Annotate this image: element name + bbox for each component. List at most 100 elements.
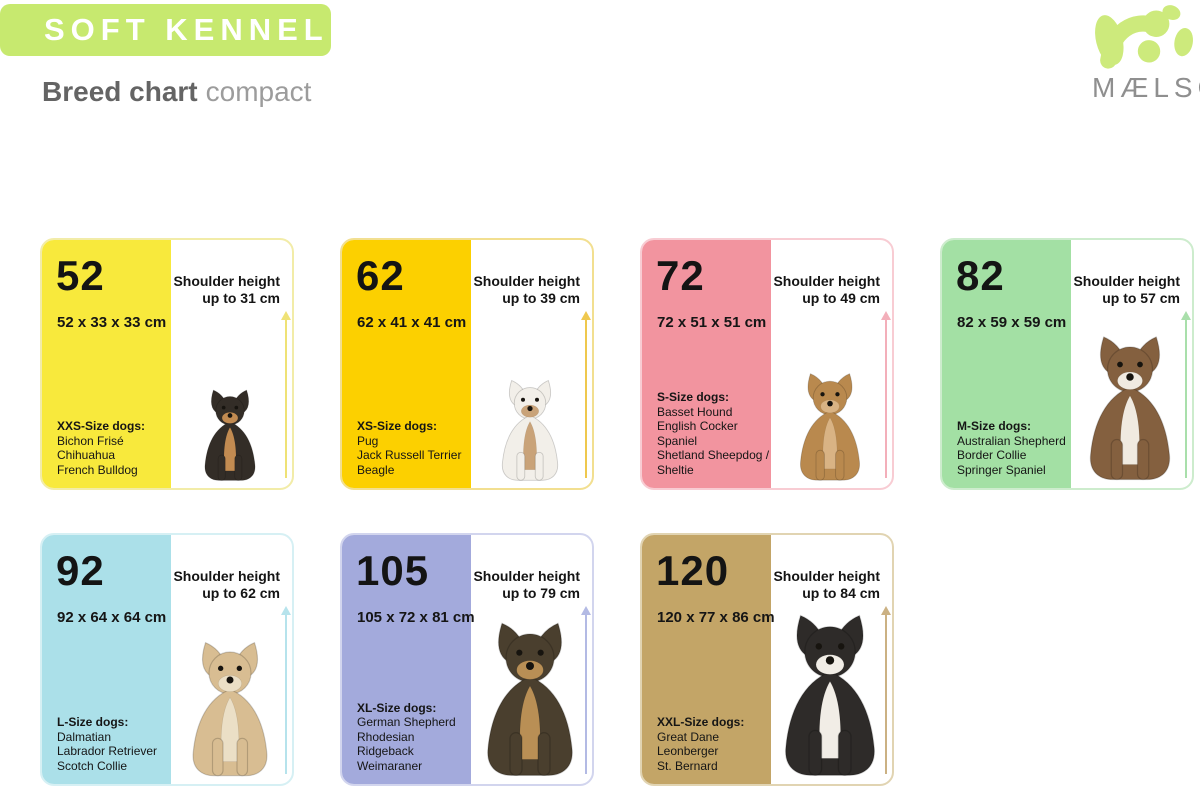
breed-name: Jack Russell Terrier [357,448,462,462]
breed-name: Springer Spaniel [957,462,1046,477]
kennel-size-number: 92 [56,547,105,594]
breed-name: Border Collie [957,448,1027,462]
chihuahua-dog-image [204,389,255,481]
color-panel: 105 105 x 72 x 81 cm XL-Size dogs: Germa… [342,535,475,784]
title-main: Breed chart [42,76,198,107]
height-arrow-icon [581,311,591,478]
breed-list: XXL-Size dogs: Great Dane Leonberger St.… [657,715,744,773]
shoulder-line: Shoulder height [773,273,880,289]
kennel-dimensions: 52 x 33 x 33 cm [57,314,167,331]
shoulder-line: up to 84 cm [802,585,880,601]
breed-list: S-Size dogs: Basset Hound English Cocker… [657,390,771,477]
kennel-dimensions: 120 x 77 x 86 cm [657,609,775,626]
height-arrow-icon [581,606,591,774]
kennel-size-number: 82 [956,252,1005,299]
breed-name: Dalmatian [57,729,112,744]
shoulder-height-label: Shoulder height up to 49 cm [773,273,880,307]
breed-name: Chihuahua [57,448,116,462]
height-arrow-icon [281,606,291,774]
breed-name: Shetland Sheepdog / [657,448,770,462]
size-label: M-Size dogs: [957,419,1031,433]
shoulder-line: Shoulder height [473,568,580,584]
color-panel: 72 72 x 51 x 51 cm S-Size dogs: Basset H… [642,240,771,488]
height-arrow-icon [881,311,891,478]
labrador-retriever-dog-image [192,641,267,777]
color-panel: 92 92 x 64 x 64 cm L-Size dogs: Dalmatia… [42,535,171,784]
breed-list: M-Size dogs: Australian Shepherd Border … [957,419,1066,477]
shoulder-height-label: Shoulder height up to 31 cm [173,273,280,307]
size-card-120: 120 120 x 77 x 86 cm XXL-Size dogs: Grea… [640,533,894,786]
shoulder-line: Shoulder height [473,273,580,289]
breed-list: XL-Size dogs: German Shepherd Rhodesian … [357,701,471,774]
title-variant: compact [205,76,312,107]
shoulder-line: up to 79 cm [502,585,580,601]
breed-name: Bichon Frisé [57,433,124,448]
shoulder-line: up to 39 cm [502,290,580,306]
shoulder-line: up to 31 cm [202,290,280,306]
shoulder-height-label: Shoulder height up to 84 cm [773,568,880,602]
kennel-size-number: 105 [356,547,430,594]
shoulder-height-label: Shoulder height up to 57 cm [1073,273,1180,307]
size-label: L-Size dogs: [57,715,129,729]
size-label: S-Size dogs: [657,390,730,404]
breed-name: Pug [357,433,379,448]
shoulder-line: Shoulder height [773,568,880,584]
shoulder-line: up to 62 cm [202,585,280,601]
size-card-72: 72 72 x 51 x 51 cm S-Size dogs: Basset H… [640,238,894,490]
height-arrow-icon [881,606,891,774]
breed-name: Scotch Collie [57,758,128,773]
breed-name: St. Bernard [657,758,718,773]
kennel-size-number: 72 [656,252,705,299]
page-title: Breed chart compact [42,76,311,108]
breed-name: English Cocker Spaniel [657,419,738,448]
shoulder-line: up to 57 cm [1102,290,1180,306]
breed-list: XXS-Size dogs: Bichon Frisé Chihuahua Fr… [57,419,145,477]
badge-label: SOFT KENNEL [44,12,329,47]
shoulder-height-label: Shoulder height up to 79 cm [473,568,580,602]
size-card-62: 62 62 x 41 x 41 cm XS-Size dogs: Pug Jac… [340,238,594,490]
kennel-dimensions: 82 x 59 x 59 cm [957,314,1067,331]
shoulder-height-label: Shoulder height up to 62 cm [173,568,280,602]
shoulder-height-label: Shoulder height up to 39 cm [473,273,580,307]
shoulder-line: Shoulder height [173,568,280,584]
breed-list: XS-Size dogs: Pug Jack Russell Terrier B… [357,419,461,477]
breed-name: Beagle [357,462,395,477]
kennel-size-number: 120 [656,547,730,594]
size-label: XL-Size dogs: [357,700,437,715]
size-label: XS-Size dogs: [357,419,438,433]
color-panel: 62 62 x 41 x 41 cm XS-Size dogs: Pug Jac… [342,240,471,488]
size-card-52: 52 52 x 33 x 33 cm XXS-Size dogs: Bichon… [40,238,294,490]
kennel-size-number: 62 [356,252,405,299]
breed-name: Leonberger [657,744,719,758]
shoulder-line: Shoulder height [1073,273,1180,289]
kennel-dimensions: 92 x 64 x 64 cm [57,609,167,626]
german-shepherd-dog-image [486,622,573,776]
kennel-dimensions: 105 x 72 x 81 cm [357,609,475,626]
color-panel: 52 52 x 33 x 33 cm XXS-Size dogs: Bichon… [42,240,171,488]
size-card-82: 82 82 x 59 x 59 cm M-Size dogs: Australi… [940,238,1194,490]
kennel-size-number: 52 [56,252,105,299]
trademark-symbol: ™ [330,14,343,28]
size-card-105: 105 105 x 72 x 81 cm XL-Size dogs: Germa… [340,533,594,786]
product-badge: SOFT KENNEL ™ [0,4,343,56]
maelson-dog-logo-icon [1095,5,1193,69]
english-cocker-spaniel-dog-image [799,373,860,481]
height-arrow-icon [281,311,291,478]
breed-name: French Bulldog [57,462,138,477]
bernese-mountain-dog-image [784,614,875,776]
jack-russell-terrier-dog-image [501,379,558,481]
shoulder-line: up to 49 cm [802,290,880,306]
breed-list: L-Size dogs: Dalmatian Labrador Retrieve… [57,715,157,773]
breed-name: Sheltie [657,462,694,477]
brand-name: MÆLSON [1092,72,1200,103]
color-panel: 82 82 x 59 x 59 cm M-Size dogs: Australi… [942,240,1071,488]
color-panel: 120 120 x 77 x 86 cm XXL-Size dogs: Grea… [642,535,775,784]
brand-logo: MÆLSON [1092,2,1200,104]
breed-name: German Shepherd [357,715,456,729]
breed-name: Basset Hound [657,404,733,419]
size-card-92: 92 92 x 64 x 64 cm L-Size dogs: Dalmatia… [40,533,294,786]
breed-name: Great Dane [657,729,720,744]
shoulder-line: Shoulder height [173,273,280,289]
breed-name: Labrador Retriever [57,744,158,758]
kennel-dimensions: 72 x 51 x 51 cm [657,314,767,331]
